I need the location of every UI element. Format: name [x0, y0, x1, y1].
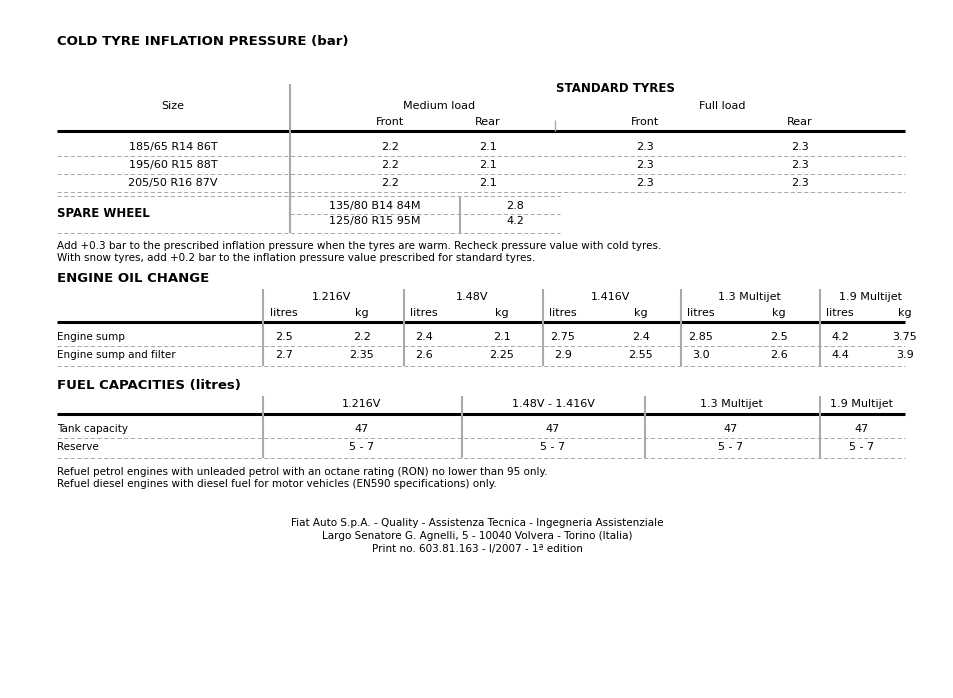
Text: litres: litres [270, 308, 297, 318]
Text: Fiat Auto S.p.A. - Quality - Assistenza Tecnica - Ingegneria Assistenziale: Fiat Auto S.p.A. - Quality - Assistenza … [291, 518, 662, 528]
Text: 4.4: 4.4 [830, 350, 848, 360]
Text: Largo Senatore G. Agnelli, 5 - 10040 Volvera - Torino (Italia): Largo Senatore G. Agnelli, 5 - 10040 Vol… [321, 531, 632, 541]
Text: Medium load: Medium load [402, 101, 475, 111]
Text: 2.9: 2.9 [554, 350, 572, 360]
Text: With snow tyres, add +0.2 bar to the inflation pressure value prescribed for sta: With snow tyres, add +0.2 bar to the inf… [57, 253, 535, 263]
Text: 2.3: 2.3 [790, 178, 808, 188]
Text: 135/80 B14 84M: 135/80 B14 84M [329, 201, 420, 211]
Text: 2.2: 2.2 [353, 332, 371, 342]
Text: kg: kg [771, 308, 785, 318]
Text: Refuel diesel engines with diesel fuel for motor vehicles (EN590 specifications): Refuel diesel engines with diesel fuel f… [57, 479, 497, 489]
Text: litres: litres [410, 308, 437, 318]
Text: 125/80 R15 95M: 125/80 R15 95M [329, 216, 420, 226]
Text: Refuel petrol engines with unleaded petrol with an octane rating (RON) no lower : Refuel petrol engines with unleaded petr… [57, 467, 547, 477]
Text: 47: 47 [355, 424, 369, 434]
Text: 2.55: 2.55 [628, 350, 653, 360]
Text: 2.8: 2.8 [505, 201, 523, 211]
Text: Rear: Rear [475, 117, 500, 127]
Text: kg: kg [495, 308, 508, 318]
Text: 2.2: 2.2 [380, 142, 398, 152]
Text: Tank capacity: Tank capacity [57, 424, 128, 434]
Text: litres: litres [825, 308, 853, 318]
Text: Full load: Full load [699, 101, 745, 111]
Text: 2.5: 2.5 [769, 332, 787, 342]
Text: 47: 47 [854, 424, 868, 434]
Text: 2.4: 2.4 [632, 332, 649, 342]
Text: 2.2: 2.2 [380, 178, 398, 188]
Text: 2.4: 2.4 [415, 332, 433, 342]
Text: 2.25: 2.25 [489, 350, 514, 360]
Text: 2.2: 2.2 [380, 160, 398, 170]
Text: 2.5: 2.5 [274, 332, 293, 342]
Text: Print no. 603.81.163 - I/2007 - 1ª edition: Print no. 603.81.163 - I/2007 - 1ª editi… [371, 544, 582, 554]
Text: 3.0: 3.0 [692, 350, 709, 360]
Text: 1.48V: 1.48V [456, 292, 488, 302]
Text: 1.216V: 1.216V [342, 399, 381, 409]
Text: 1.9 Multijet: 1.9 Multijet [830, 399, 893, 409]
Text: 2.1: 2.1 [478, 160, 497, 170]
Text: ENGINE OIL CHANGE: ENGINE OIL CHANGE [57, 272, 209, 285]
Text: litres: litres [549, 308, 577, 318]
Text: STANDARD TYRES: STANDARD TYRES [555, 82, 674, 96]
Text: 4.2: 4.2 [505, 216, 523, 226]
Text: Front: Front [375, 117, 404, 127]
Text: 47: 47 [723, 424, 738, 434]
Text: 2.6: 2.6 [769, 350, 787, 360]
Text: 2.1: 2.1 [493, 332, 511, 342]
Text: 2.3: 2.3 [790, 160, 808, 170]
Text: 2.3: 2.3 [636, 142, 653, 152]
Text: kg: kg [897, 308, 911, 318]
Text: FUEL CAPACITIES (litres): FUEL CAPACITIES (litres) [57, 380, 240, 392]
Text: 1.3 Multijet: 1.3 Multijet [699, 399, 761, 409]
Text: COLD TYRE INFLATION PRESSURE (bar): COLD TYRE INFLATION PRESSURE (bar) [57, 34, 348, 47]
Text: 1.216V: 1.216V [312, 292, 352, 302]
Text: kg: kg [355, 308, 369, 318]
Text: Rear: Rear [786, 117, 812, 127]
Text: 2.1: 2.1 [478, 142, 497, 152]
Text: Size: Size [161, 101, 184, 111]
Text: Reserve: Reserve [57, 442, 99, 452]
Text: 2.75: 2.75 [550, 332, 575, 342]
Text: litres: litres [686, 308, 714, 318]
Text: 47: 47 [545, 424, 559, 434]
Text: 2.3: 2.3 [636, 178, 653, 188]
Text: 2.35: 2.35 [349, 350, 374, 360]
Text: Front: Front [630, 117, 659, 127]
Text: 2.1: 2.1 [478, 178, 497, 188]
Text: 2.6: 2.6 [415, 350, 433, 360]
Text: 5 - 7: 5 - 7 [539, 442, 565, 452]
Text: SPARE WHEEL: SPARE WHEEL [57, 207, 150, 220]
Text: 195/60 R15 88T: 195/60 R15 88T [129, 160, 217, 170]
Text: kg: kg [634, 308, 647, 318]
Text: Engine sump and filter: Engine sump and filter [57, 350, 175, 360]
Text: 1.3 Multijet: 1.3 Multijet [717, 292, 780, 302]
Text: Engine sump: Engine sump [57, 332, 125, 342]
Text: 185/65 R14 86T: 185/65 R14 86T [129, 142, 217, 152]
Text: Add +0.3 bar to the prescribed inflation pressure when the tyres are warm. Reche: Add +0.3 bar to the prescribed inflation… [57, 241, 660, 251]
Text: 5 - 7: 5 - 7 [349, 442, 375, 452]
Text: 3.9: 3.9 [895, 350, 913, 360]
Text: 1.48V - 1.416V: 1.48V - 1.416V [511, 399, 594, 409]
Text: 205/50 R16 87V: 205/50 R16 87V [128, 178, 217, 188]
Text: 4.2: 4.2 [830, 332, 848, 342]
Text: 2.3: 2.3 [636, 160, 653, 170]
Text: 1.9 Multijet: 1.9 Multijet [839, 292, 902, 302]
Text: 1.416V: 1.416V [591, 292, 630, 302]
Text: 5 - 7: 5 - 7 [848, 442, 874, 452]
Text: 2.7: 2.7 [274, 350, 293, 360]
Text: 2.3: 2.3 [790, 142, 808, 152]
Text: 5 - 7: 5 - 7 [718, 442, 742, 452]
Text: 3.75: 3.75 [892, 332, 917, 342]
Text: 2.85: 2.85 [688, 332, 713, 342]
